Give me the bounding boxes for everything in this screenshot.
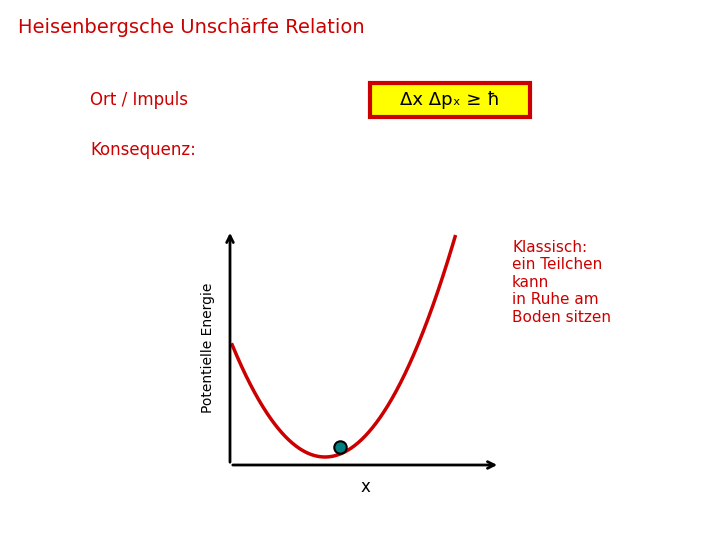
Text: Heisenbergsche Unschärfe Relation: Heisenbergsche Unschärfe Relation [18, 18, 364, 37]
FancyBboxPatch shape [370, 83, 530, 117]
Text: x: x [360, 478, 370, 496]
Text: Potentielle Energie: Potentielle Energie [201, 282, 215, 413]
Text: Konsequenz:: Konsequenz: [90, 141, 196, 159]
Text: Ort / Impuls: Ort / Impuls [90, 91, 188, 109]
Text: Klassisch:
ein Teilchen
kann
in Ruhe am
Boden sitzen: Klassisch: ein Teilchen kann in Ruhe am … [512, 240, 611, 325]
Text: Δx Δpₓ ≥ ħ: Δx Δpₓ ≥ ħ [400, 91, 500, 109]
Point [334, 443, 346, 451]
